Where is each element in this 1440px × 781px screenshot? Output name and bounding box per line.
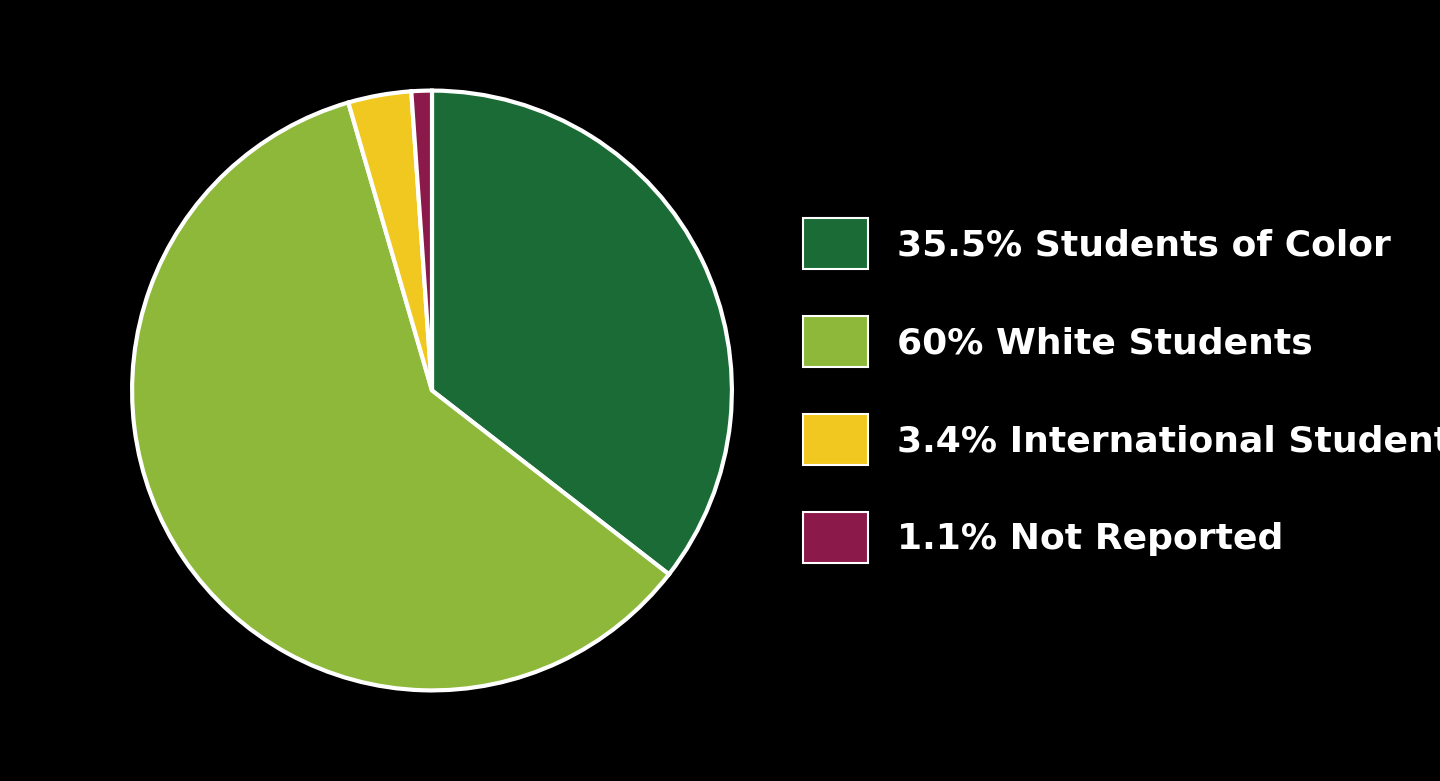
Legend: 35.5% Students of Color, 60% White Students, 3.4% International Students, 1.1% N: 35.5% Students of Color, 60% White Stude… (804, 218, 1440, 563)
Wedge shape (412, 91, 432, 390)
Wedge shape (432, 91, 732, 574)
Wedge shape (348, 91, 432, 390)
Wedge shape (132, 102, 670, 690)
